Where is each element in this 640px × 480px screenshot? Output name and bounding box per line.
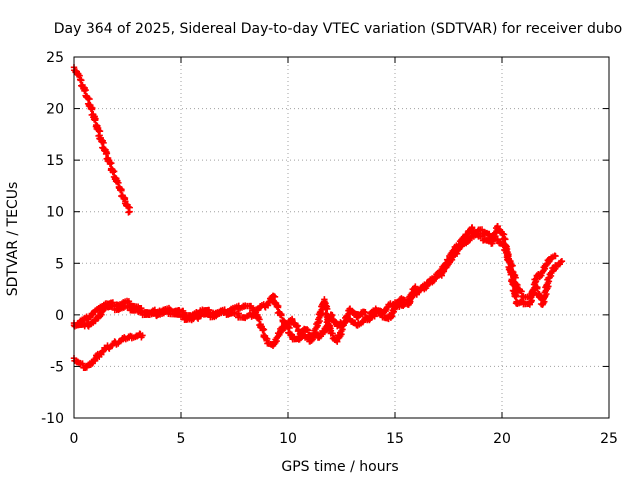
x-tick-label: 20 bbox=[493, 431, 511, 447]
data-point bbox=[552, 252, 559, 260]
x-tick-label: 25 bbox=[600, 431, 618, 447]
x-tick-label: 15 bbox=[386, 431, 404, 447]
y-tick-label: 15 bbox=[46, 153, 64, 169]
plot-frame bbox=[73, 56, 610, 419]
y-tick-label: 0 bbox=[55, 308, 64, 324]
x-tick-label: 0 bbox=[70, 431, 79, 447]
y-axis-label: SDTVAR / TECUs bbox=[5, 182, 21, 297]
data-point bbox=[558, 258, 566, 265]
grid-lines bbox=[74, 57, 609, 418]
data-point bbox=[139, 332, 146, 339]
data-point bbox=[126, 208, 133, 215]
axis-ticks bbox=[73, 56, 610, 419]
chart-title: Day 364 of 2025, Sidereal Day-to-day VTE… bbox=[54, 21, 622, 37]
y-tick-label: 25 bbox=[46, 50, 64, 66]
y-tick-label: 10 bbox=[46, 205, 64, 221]
x-axis-label: GPS time / hours bbox=[281, 459, 398, 475]
y-tick-label: 5 bbox=[55, 256, 64, 272]
series-arc-4 bbox=[70, 222, 559, 349]
data-points bbox=[70, 64, 566, 372]
y-tick-label: -10 bbox=[41, 411, 64, 427]
series-arc-1 bbox=[70, 64, 133, 216]
y-tick-label: -5 bbox=[50, 359, 64, 375]
x-tick-label: 5 bbox=[177, 431, 186, 447]
tick-labels: 0 5 10 15 20 25 -10 -5 0 5 10 15 20 25 bbox=[41, 50, 618, 447]
series-arc-2 bbox=[70, 330, 146, 372]
x-tick-label: 10 bbox=[279, 431, 297, 447]
y-tick-label: 20 bbox=[46, 102, 64, 118]
